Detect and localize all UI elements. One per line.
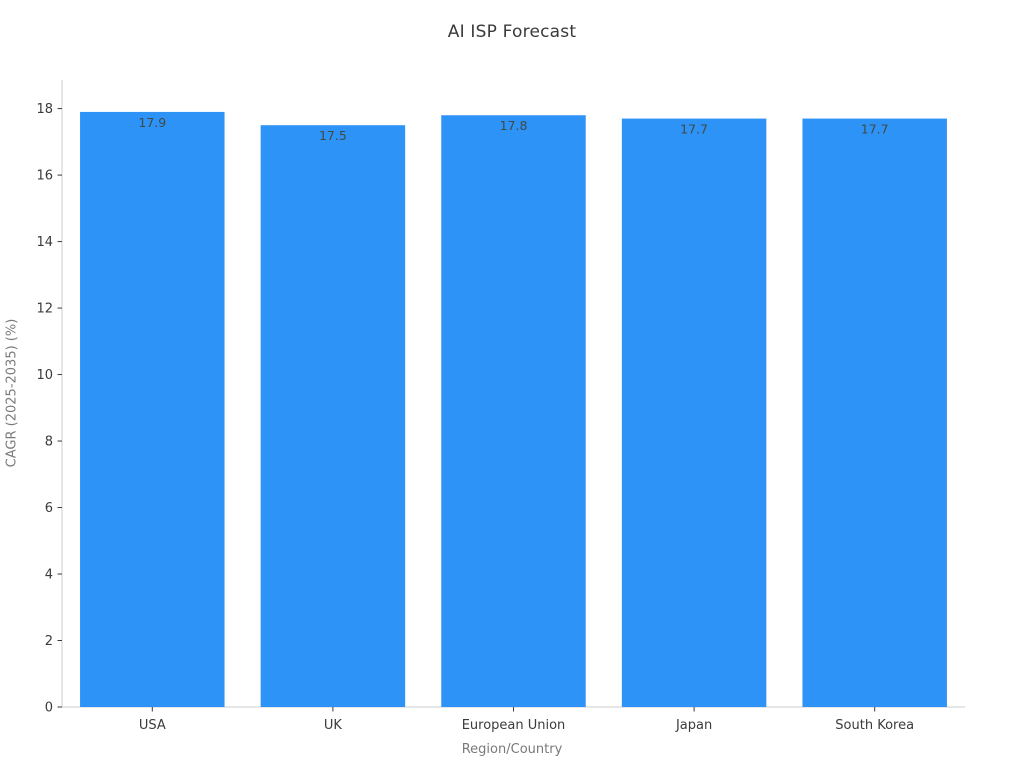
bar-value-label: 17.7 [680, 122, 708, 137]
y-tick-label: 8 [45, 435, 53, 450]
y-tick-label: 2 [45, 634, 53, 649]
y-tick-label: 14 [36, 235, 53, 250]
x-tick-label: UK [324, 718, 343, 733]
bar-value-label: 17.8 [500, 118, 528, 133]
x-tick-label: USA [139, 718, 166, 733]
y-tick-label: 12 [36, 302, 53, 317]
y-tick-label: 16 [36, 169, 53, 184]
bar-uk [260, 125, 406, 708]
bar-value-label: 17.7 [861, 122, 889, 137]
bar-value-label: 17.5 [319, 128, 347, 143]
bar-japan [621, 118, 767, 708]
bar-usa [80, 111, 225, 707]
y-axis-label: CAGR (2025-2035) (%) [4, 318, 20, 468]
x-tick-label: European Union [462, 718, 566, 733]
x-axis-label: Region/Country [461, 742, 563, 757]
x-tick-label: South Korea [835, 718, 914, 733]
bar-south-korea [802, 118, 947, 708]
bar-value-label: 17.9 [138, 115, 166, 130]
chart-title: AI ISP Forecast [447, 22, 577, 42]
y-tick-label: 18 [36, 102, 53, 117]
y-tick-label: 0 [45, 701, 53, 716]
y-tick-label: 4 [45, 568, 53, 583]
y-tick-label: 10 [36, 368, 53, 383]
y-tick-label: 6 [45, 501, 53, 516]
x-tick-label: Japan [675, 718, 712, 733]
bar-european-union [441, 115, 586, 707]
